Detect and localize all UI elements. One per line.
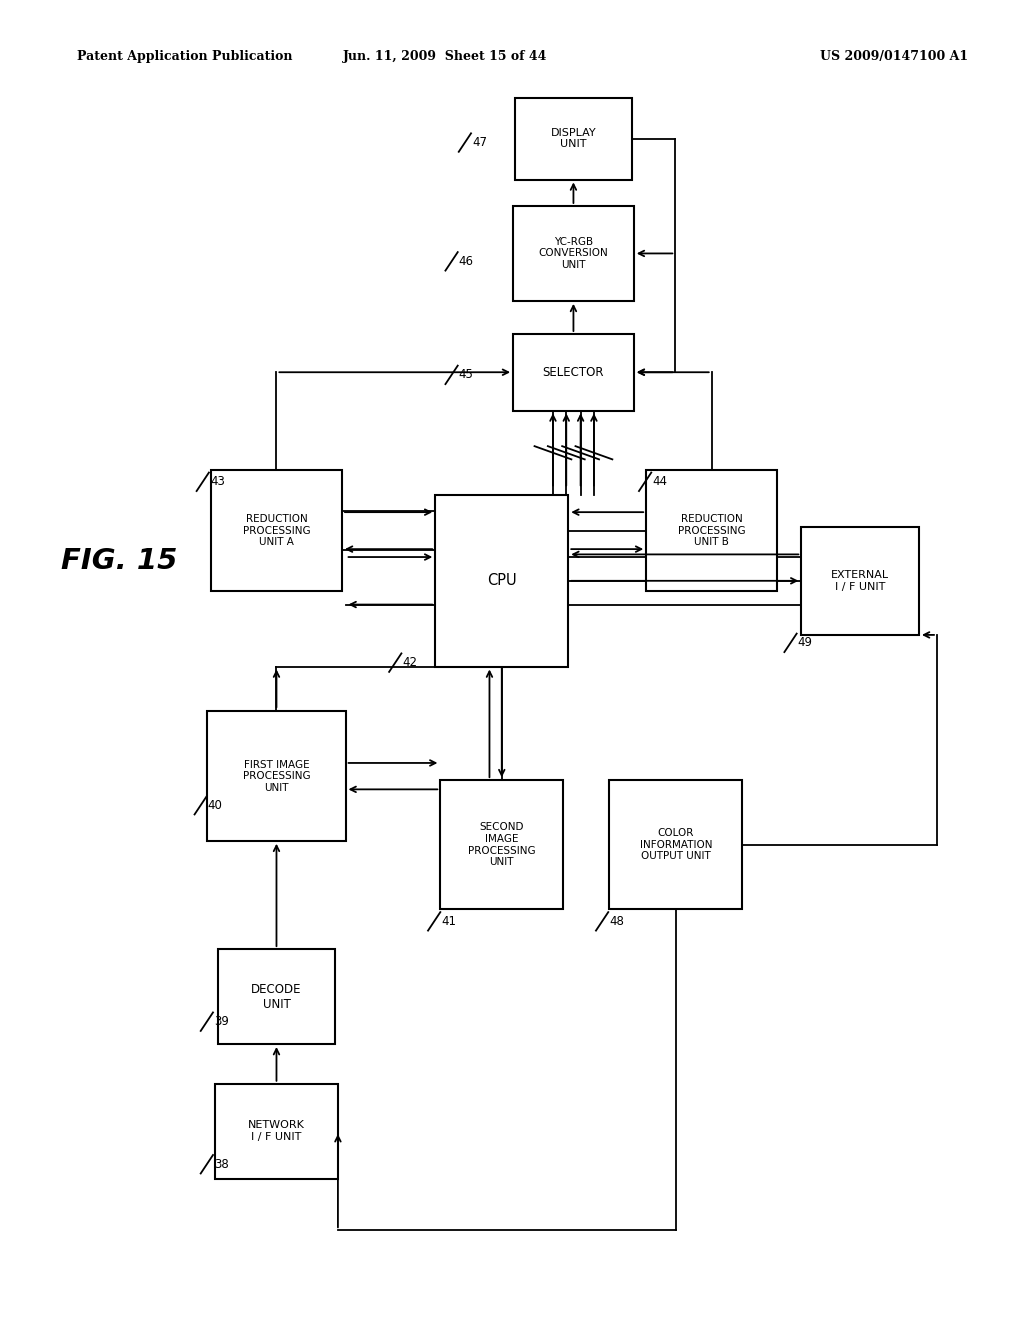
Text: REDUCTION
PROCESSING
UNIT B: REDUCTION PROCESSING UNIT B	[678, 513, 745, 548]
Text: SELECTOR: SELECTOR	[543, 366, 604, 379]
Text: Jun. 11, 2009  Sheet 15 of 44: Jun. 11, 2009 Sheet 15 of 44	[343, 50, 548, 63]
Text: 45: 45	[459, 368, 474, 381]
Bar	[211, 470, 342, 591]
Bar	[218, 949, 336, 1044]
Bar	[513, 206, 634, 301]
Text: FIG. 15: FIG. 15	[61, 546, 178, 576]
Text: 38: 38	[214, 1158, 228, 1171]
Text: 48: 48	[609, 915, 625, 928]
Text: 43: 43	[210, 475, 225, 488]
Text: 46: 46	[459, 255, 474, 268]
Text: US 2009/0147100 A1: US 2009/0147100 A1	[819, 50, 968, 63]
Bar	[435, 495, 568, 667]
Text: DECODE
UNIT: DECODE UNIT	[251, 982, 302, 1011]
Text: NETWORK
I / F UNIT: NETWORK I / F UNIT	[248, 1121, 305, 1142]
Bar	[515, 98, 633, 180]
Text: 44: 44	[652, 475, 668, 488]
Text: 47: 47	[472, 136, 487, 149]
Bar	[207, 711, 346, 841]
Text: EXTERNAL
I / F UNIT: EXTERNAL I / F UNIT	[831, 570, 889, 591]
Text: FIRST IMAGE
PROCESSING
UNIT: FIRST IMAGE PROCESSING UNIT	[243, 759, 310, 793]
Text: SECOND
IMAGE
PROCESSING
UNIT: SECOND IMAGE PROCESSING UNIT	[468, 822, 536, 867]
Text: 39: 39	[214, 1015, 229, 1028]
Text: COLOR
INFORMATION
OUTPUT UNIT: COLOR INFORMATION OUTPUT UNIT	[640, 828, 712, 862]
Text: 42: 42	[402, 656, 418, 669]
Bar	[215, 1084, 338, 1179]
Bar	[440, 780, 563, 909]
Text: CPU: CPU	[487, 573, 516, 589]
Bar	[609, 780, 742, 909]
Text: 49: 49	[798, 636, 813, 649]
Text: DISPLAY
UNIT: DISPLAY UNIT	[551, 128, 596, 149]
Text: Patent Application Publication: Patent Application Publication	[77, 50, 292, 63]
Text: REDUCTION
PROCESSING
UNIT A: REDUCTION PROCESSING UNIT A	[243, 513, 310, 548]
Bar	[801, 527, 920, 635]
Text: 41: 41	[441, 915, 457, 928]
Bar	[646, 470, 777, 591]
Bar	[513, 334, 634, 411]
Text: 40: 40	[208, 799, 223, 812]
Text: YC-RGB
CONVERSION
UNIT: YC-RGB CONVERSION UNIT	[539, 236, 608, 271]
